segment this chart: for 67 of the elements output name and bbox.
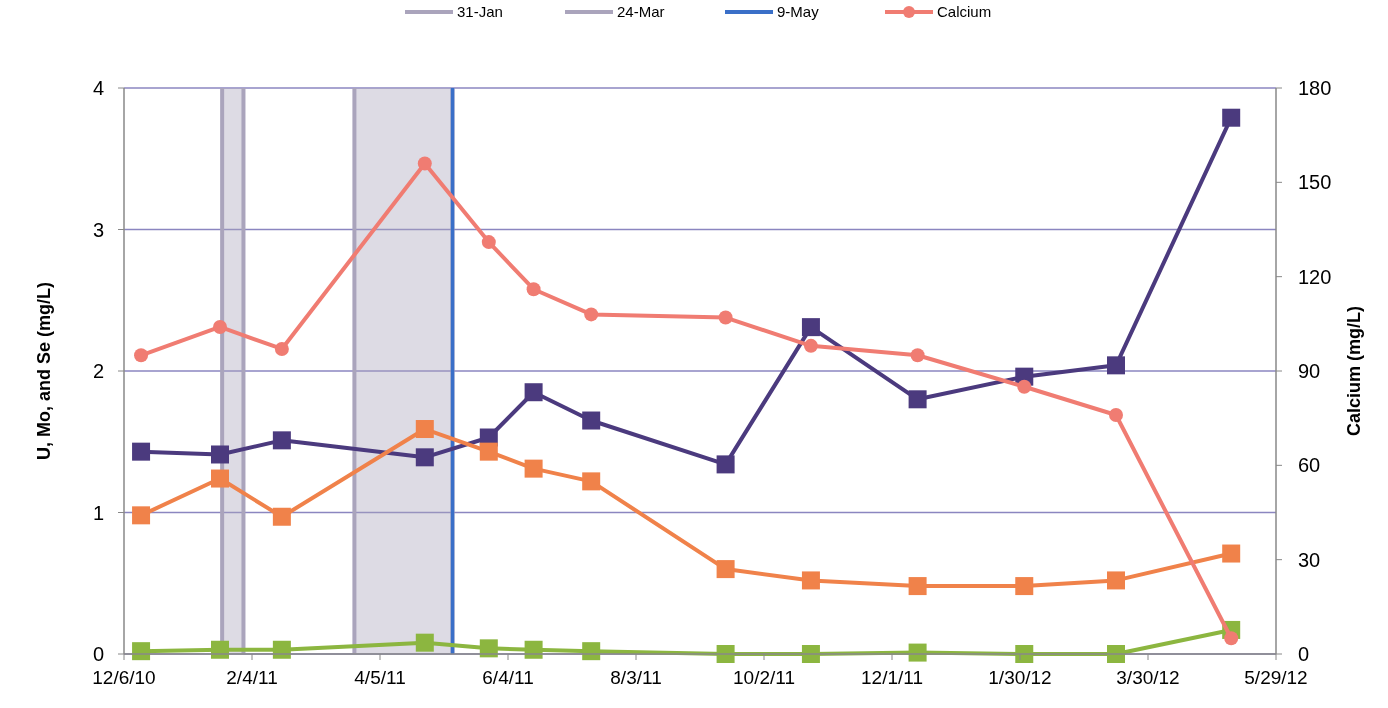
point xyxy=(1015,645,1034,663)
y-tick-label: 3 xyxy=(92,218,104,241)
y-tick-label: 1 xyxy=(92,501,104,524)
y2-tick-label: 120 xyxy=(1298,265,1332,288)
point xyxy=(582,472,601,491)
point xyxy=(801,318,820,337)
point xyxy=(908,390,927,409)
point xyxy=(1017,379,1032,394)
point xyxy=(801,571,820,590)
y-axis-title: U, Mo, and Se (mg/L) xyxy=(34,282,54,460)
y2-tick-label: 90 xyxy=(1298,360,1321,382)
point xyxy=(1107,571,1125,590)
point xyxy=(213,319,227,334)
point xyxy=(1107,356,1125,375)
point xyxy=(415,420,434,439)
point xyxy=(1222,108,1241,127)
x-tick-label: 12/1/11 xyxy=(861,667,923,688)
point xyxy=(134,348,149,363)
y2-tick-label: 180 xyxy=(1298,77,1332,99)
y2-axis-title: Calcium (mg/L) xyxy=(1344,305,1364,437)
point xyxy=(1109,408,1123,423)
point xyxy=(716,560,735,579)
point xyxy=(1224,631,1239,646)
legend-label: 24-Mar xyxy=(617,3,665,20)
x-tick-label: 4/5/11 xyxy=(354,667,406,688)
point xyxy=(211,469,229,488)
point xyxy=(582,411,601,430)
point xyxy=(716,455,735,474)
x-tick-label: 6/4/11 xyxy=(482,667,534,688)
x-tick-label: 2/4/11 xyxy=(226,667,278,688)
point xyxy=(526,282,541,297)
point xyxy=(803,338,818,353)
x-tick-label: 8/3/11 xyxy=(610,667,662,688)
point xyxy=(415,633,434,652)
point xyxy=(1222,544,1241,563)
point xyxy=(272,431,291,450)
x-tick-label: 3/30/12 xyxy=(1116,667,1180,688)
x-tick-label: 5/29/12 xyxy=(1244,667,1308,688)
point xyxy=(132,442,151,461)
point xyxy=(211,445,229,464)
point xyxy=(132,506,151,525)
point xyxy=(481,235,496,250)
legend-label: Calcium xyxy=(937,3,992,20)
point xyxy=(272,507,291,526)
x-tick-label: 1/30/12 xyxy=(988,667,1052,688)
point xyxy=(417,156,432,171)
point xyxy=(479,442,498,461)
y-tick-label: 0 xyxy=(92,643,104,665)
y-tick-label: 2 xyxy=(92,360,104,382)
y2-tick-label: 0 xyxy=(1298,643,1310,665)
y2-tick-label: 150 xyxy=(1298,171,1332,194)
point xyxy=(910,348,925,363)
y2-tick-label: 30 xyxy=(1298,548,1321,571)
y-tick-label: 4 xyxy=(92,77,104,99)
legend-label: 9-May xyxy=(777,3,820,20)
point xyxy=(415,448,434,467)
x-tick-label: 10/2/11 xyxy=(733,667,795,688)
point xyxy=(524,459,543,478)
point xyxy=(908,577,927,596)
point xyxy=(524,383,543,402)
point xyxy=(718,310,733,325)
legend-label: 31-Jan xyxy=(457,3,503,20)
x-tick-label: 12/6/10 xyxy=(92,667,156,688)
point xyxy=(1015,577,1034,596)
y2-tick-label: 60 xyxy=(1298,454,1321,477)
point xyxy=(274,341,289,356)
point xyxy=(584,307,599,322)
